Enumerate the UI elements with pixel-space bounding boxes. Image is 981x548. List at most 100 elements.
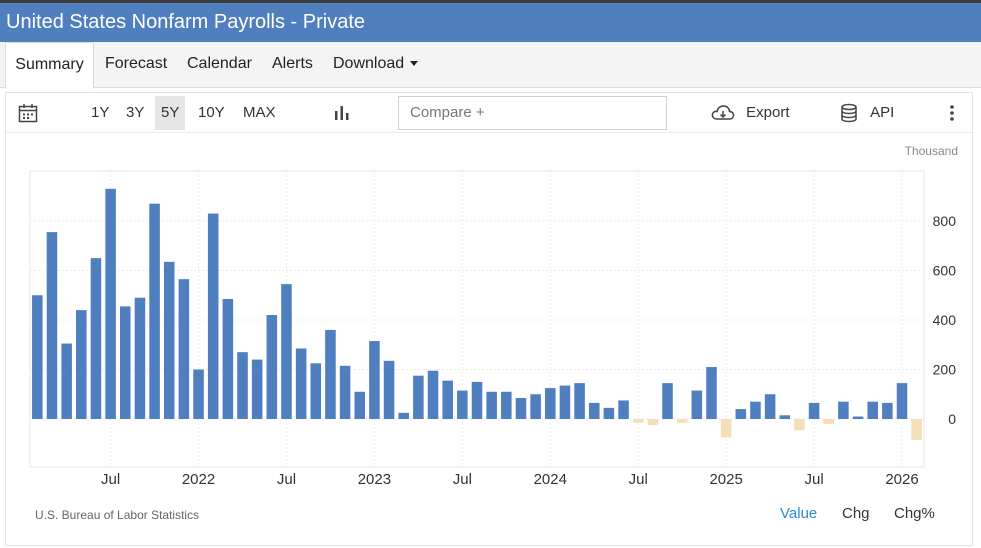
range-1y-button[interactable]: 1Y: [91, 104, 110, 121]
bar: [295, 348, 307, 419]
bar: [779, 415, 791, 419]
tab-label: Calendar: [187, 55, 252, 72]
tab-alerts[interactable]: Alerts: [272, 42, 313, 88]
mode-chg-button[interactable]: Chg: [842, 505, 870, 522]
bar: [325, 329, 336, 419]
x-tick-label: 2024: [534, 471, 567, 485]
bar: [32, 295, 43, 419]
x-tick-label: 2026: [885, 471, 918, 485]
bar: [457, 390, 468, 419]
more-options-icon[interactable]: [948, 104, 956, 128]
tab-calendar[interactable]: Calendar: [187, 42, 252, 88]
bar: [559, 385, 571, 419]
api-label: API: [870, 104, 895, 121]
range-5y-button[interactable]: 5Y: [155, 96, 186, 130]
source-label: U.S. Bureau of Labor Statistics: [35, 508, 200, 522]
x-tick-label: 2022: [182, 471, 215, 485]
bar: [61, 343, 72, 419]
plot-frame: [29, 170, 925, 468]
bar: [911, 419, 922, 441]
range-max-button[interactable]: MAX: [243, 104, 276, 121]
tab-download[interactable]: Download: [333, 42, 419, 88]
bar: [530, 394, 541, 419]
page-title: United States Nonfarm Payrolls - Private: [0, 0, 981, 42]
range-10y-button[interactable]: 10Y: [198, 104, 225, 121]
bar: [178, 279, 190, 419]
bar: [46, 232, 58, 419]
bar: [471, 381, 483, 419]
bar: [442, 380, 453, 419]
bar: [852, 416, 864, 419]
bar: [354, 391, 366, 419]
export-label: Export: [746, 104, 790, 121]
bar: [486, 391, 497, 419]
bar: [750, 401, 761, 419]
bar: [339, 365, 351, 419]
bar: [706, 367, 717, 419]
bar: [515, 397, 527, 419]
bar: [764, 394, 776, 419]
calendar-icon[interactable]: [18, 103, 38, 127]
bar: [838, 401, 849, 419]
x-tick-label: Jul: [277, 471, 296, 485]
bar: [720, 419, 732, 438]
bar: [207, 213, 219, 419]
x-tick-label: Jul: [804, 471, 823, 485]
bar: [222, 298, 234, 419]
tab-label: Download: [333, 55, 405, 72]
caret-down-icon: [410, 61, 419, 67]
bar: [735, 409, 747, 419]
bar: [632, 419, 644, 423]
tab-label: Summary: [15, 56, 84, 73]
x-tick-label: Jul: [629, 471, 648, 485]
bar: [119, 306, 131, 419]
bar: [691, 390, 703, 419]
bar: [134, 297, 146, 419]
bar: [808, 402, 820, 419]
api-button[interactable]: API: [840, 101, 894, 125]
bar: [794, 419, 805, 431]
bar: [251, 359, 263, 419]
chart-type-icon[interactable]: [333, 104, 351, 128]
bar: [603, 407, 615, 419]
y-tick-label: 800: [933, 213, 957, 229]
chart-toolbar: 1Y 3Y 5Y 10Y MAX Compare + Export API: [6, 93, 972, 133]
bar: [266, 315, 278, 419]
bar: [105, 188, 116, 419]
bar: [383, 360, 395, 419]
bar: [413, 375, 424, 419]
tab-label: Alerts: [272, 55, 313, 72]
tab-forecast[interactable]: Forecast: [105, 42, 167, 88]
tab-bar: Summary Forecast Calendar Alerts Downloa…: [0, 42, 981, 89]
chart-panel: 1Y 3Y 5Y 10Y MAX Compare + Export API Th…: [5, 92, 973, 546]
bar: [545, 388, 556, 419]
tab-label: Forecast: [105, 55, 168, 72]
bar: [163, 261, 175, 419]
mode-value-button[interactable]: Value: [780, 505, 818, 522]
bar: [618, 400, 629, 419]
x-tick-label: Jul: [101, 471, 120, 485]
bar: [676, 419, 688, 423]
export-button[interactable]: Export: [710, 101, 790, 125]
x-tick-label: 2023: [358, 471, 391, 485]
bar: [398, 412, 409, 419]
range-3y-button[interactable]: 3Y: [126, 104, 145, 121]
bar: [647, 419, 659, 426]
tab-summary[interactable]: Summary: [5, 42, 94, 89]
bar: [369, 341, 380, 419]
bar: [427, 370, 439, 419]
mode-chg-pct-button[interactable]: Chg%: [894, 505, 935, 522]
compare-input[interactable]: Compare +: [398, 96, 667, 130]
y-tick-label: 600: [933, 263, 957, 279]
x-tick-label: 2025: [709, 471, 742, 485]
unit-label: Thousand: [904, 144, 958, 158]
cloud-download-icon: [711, 105, 735, 120]
bar: [193, 369, 204, 419]
bar: [882, 402, 893, 419]
bar: [149, 203, 160, 419]
bar: [237, 352, 248, 419]
bar: [823, 419, 835, 424]
bar: [310, 363, 322, 419]
y-tick-label: 0: [948, 411, 956, 427]
database-icon: [841, 103, 857, 123]
